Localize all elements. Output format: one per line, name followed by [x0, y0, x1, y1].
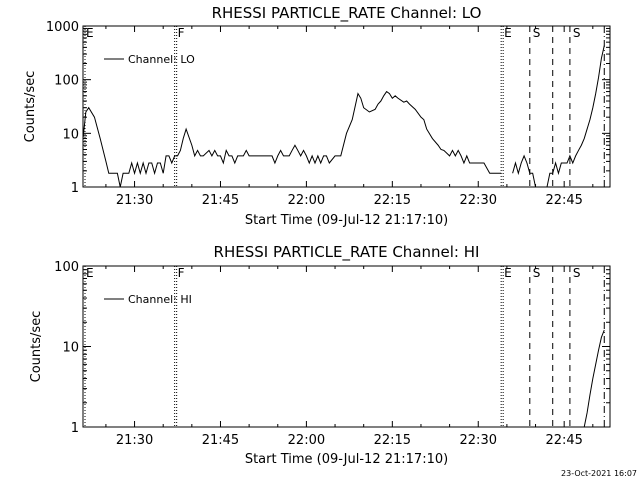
- y-tick-label: 1: [71, 181, 79, 196]
- x-tick-label: 22:00: [288, 193, 325, 208]
- plot-timestamp: 23-Oct-2021 16:07: [561, 469, 637, 478]
- plot-frame: [82, 265, 611, 428]
- x-axis-label: Start Time (09-Jul-12 21:17:10): [245, 452, 448, 467]
- legend-label: Channel: HI: [128, 293, 192, 306]
- plot-frame: [82, 25, 611, 188]
- x-tick-label: 22:00: [288, 433, 325, 448]
- event-marker-label: E: [504, 26, 512, 40]
- series-line-segment: [583, 329, 605, 428]
- event-marker-label: F: [178, 266, 185, 280]
- series-line-segment: [512, 154, 537, 188]
- x-tick-label: 21:30: [116, 193, 153, 208]
- x-tick-label: 22:30: [460, 433, 497, 448]
- y-axis-label: Counts/sec: [29, 311, 44, 383]
- chart-panel-1: RHESSI PARTICLE_RATE Channel: HI 21:30 21:…: [29, 243, 611, 467]
- event-marker-label: E: [86, 26, 94, 40]
- y-tick-label: 100: [54, 260, 79, 275]
- y-tick-label: 100: [54, 74, 79, 89]
- series-line-segment: [82, 90, 502, 188]
- x-tick-label: 22:15: [374, 433, 411, 448]
- event-marker-label: S: [533, 26, 541, 40]
- x-tick-label: 22:45: [545, 193, 582, 208]
- event-marker-label: E: [504, 266, 512, 280]
- y-tick-label: 1: [71, 421, 79, 436]
- y-tick-label: 1000: [46, 20, 79, 35]
- y-tick-label: 10: [62, 127, 79, 142]
- x-tick-label: 22:45: [545, 433, 582, 448]
- y-axis-label: Counts/sec: [23, 71, 38, 143]
- x-tick-label: 21:45: [202, 433, 239, 448]
- chart-title: RHESSI PARTICLE_RATE Channel: HI: [214, 243, 480, 262]
- legend-label: Channel: LO: [128, 53, 195, 66]
- x-tick-label: 22:15: [374, 193, 411, 208]
- event-marker-label: S: [533, 266, 541, 280]
- x-tick-label: 22:30: [460, 193, 497, 208]
- series-line-segment: [546, 45, 605, 188]
- chart-title: RHESSI PARTICLE_RATE Channel: LO: [212, 4, 482, 23]
- x-axis-label: Start Time (09-Jul-12 21:17:10): [245, 213, 448, 228]
- chart-panel-0: RHESSI PARTICLE_RATE Channel: LO 21:30 21:…: [23, 4, 611, 228]
- x-tick-label: 21:30: [116, 433, 153, 448]
- event-marker-label: F: [178, 26, 185, 40]
- y-tick-label: 10: [62, 341, 79, 356]
- event-marker-label: S: [573, 266, 581, 280]
- event-marker-label: S: [573, 26, 581, 40]
- x-tick-label: 21:45: [202, 193, 239, 208]
- event-marker-label: E: [86, 266, 94, 280]
